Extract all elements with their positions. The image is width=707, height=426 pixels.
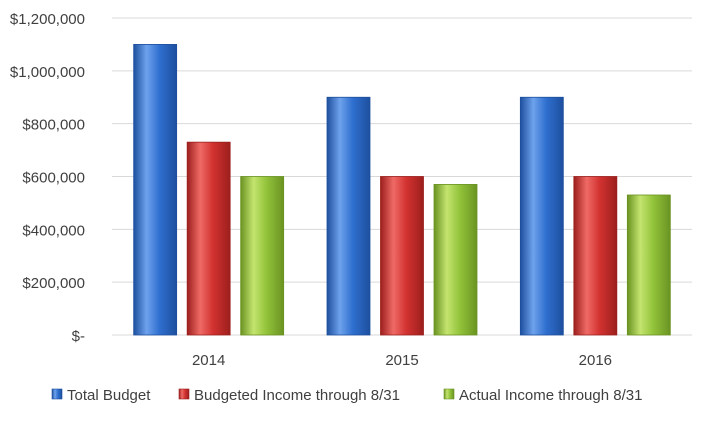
bar-2015-series-1 [326,96,371,336]
x-tick-label: 2014 [192,352,225,369]
bar-2015-series-2 [380,176,424,336]
y-tick-label: $1,000,000 [10,64,85,81]
y-tick-label: $800,000 [22,117,85,134]
legend-swatch [443,388,455,400]
y-tick-label: $400,000 [22,222,85,239]
bar-2016-series-3 [626,194,671,336]
x-tick-label: 2016 [579,352,612,369]
bar-2014-series-3 [240,176,285,336]
legend-swatch [51,388,63,400]
legend-label: Budgeted Income through 8/31 [194,387,400,404]
y-tick-label: $200,000 [22,275,85,292]
bar-2016-series-2 [573,176,618,336]
x-axis-tick-labels: 2014 2015 2016 [192,352,612,369]
bar-2016-series-1 [519,96,564,336]
y-tick-label: $600,000 [22,170,85,187]
y-axis-tick-labels: $- $200,000 $400,000 $600,000 $800,000 $1,000… [10,11,85,345]
legend-label: Total Budget [67,387,151,404]
x-tick-label: 2015 [385,352,418,369]
legend-swatch [178,388,190,400]
y-tick-label: $- [72,328,85,345]
legend: Total Budget Budgeted Income through 8/31… [51,387,642,404]
legend-label: Actual Income through 8/31 [459,387,642,404]
bar-2014-series-1 [133,44,178,336]
y-tick-label: $1,200,000 [10,11,85,28]
bar-2015-series-3 [433,184,478,336]
bar-2014-series-2 [186,141,231,336]
bars [133,44,671,336]
